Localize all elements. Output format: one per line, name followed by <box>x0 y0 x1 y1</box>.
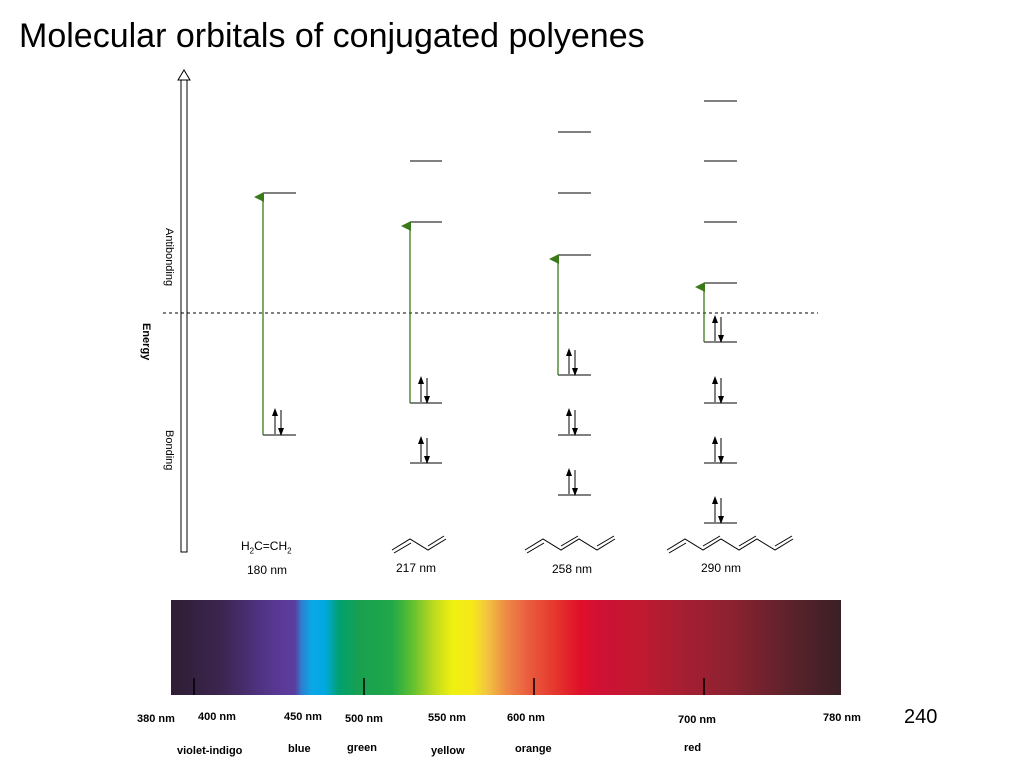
ethylene-wavelength: 180 nm <box>246 563 288 577</box>
tick-600: 600 nm <box>507 712 545 724</box>
butadiene-levels <box>401 160 442 464</box>
electron-pair-icon <box>418 436 430 464</box>
electron-pair-icon <box>566 408 578 436</box>
tick-380: 380 nm <box>137 713 175 725</box>
electron-pair-icon <box>566 468 578 496</box>
tick-450: 450 nm <box>284 711 322 723</box>
slide-title: Molecular orbitals of conjugated polyene… <box>19 17 645 55</box>
butadiene-wavelength: 217 nm <box>395 561 437 575</box>
octatetraene-structure <box>666 535 794 554</box>
color-blue: blue <box>288 743 311 755</box>
color-orange: orange <box>515 743 552 755</box>
tick-400: 400 nm <box>198 711 236 723</box>
color-yellow: yellow <box>431 745 465 757</box>
electron-pair-icon <box>566 348 578 376</box>
octatetraene-wavelength: 290 nm <box>700 561 742 575</box>
ethylene-formula: H2C=CH2 <box>241 539 292 556</box>
color-red: red <box>684 742 702 754</box>
color-green: green <box>347 742 377 754</box>
electron-pair-icon <box>712 436 724 464</box>
page-number: 240 <box>904 706 938 728</box>
color-violet-indigo: violet-indigo <box>177 745 243 757</box>
mo-diagram <box>163 69 818 554</box>
tick-780: 780 nm <box>823 712 861 724</box>
butadiene-structure <box>391 535 447 554</box>
electron-pair-icon <box>712 496 724 524</box>
electron-pair-icon <box>712 315 724 343</box>
ethylene-levels <box>254 192 296 436</box>
bonding-label: Bonding <box>163 430 175 471</box>
tick-500: 500 nm <box>345 713 383 725</box>
electron-pair-icon <box>712 376 724 404</box>
energy-label: Energy <box>140 323 152 361</box>
energy-axis-arrow <box>177 69 191 553</box>
hexatriene-levels <box>549 131 591 496</box>
tick-700: 700 nm <box>678 714 716 726</box>
antibonding-label: Antibonding <box>163 228 175 287</box>
visible-spectrum-bar <box>171 600 841 695</box>
hexatriene-wavelength: 258 nm <box>551 562 593 576</box>
electron-pair-icon <box>272 408 284 436</box>
octatetraene-levels <box>695 100 737 524</box>
electron-pair-icon <box>418 376 430 404</box>
tick-550: 550 nm <box>428 712 466 724</box>
hexatriene-structure <box>524 535 616 554</box>
